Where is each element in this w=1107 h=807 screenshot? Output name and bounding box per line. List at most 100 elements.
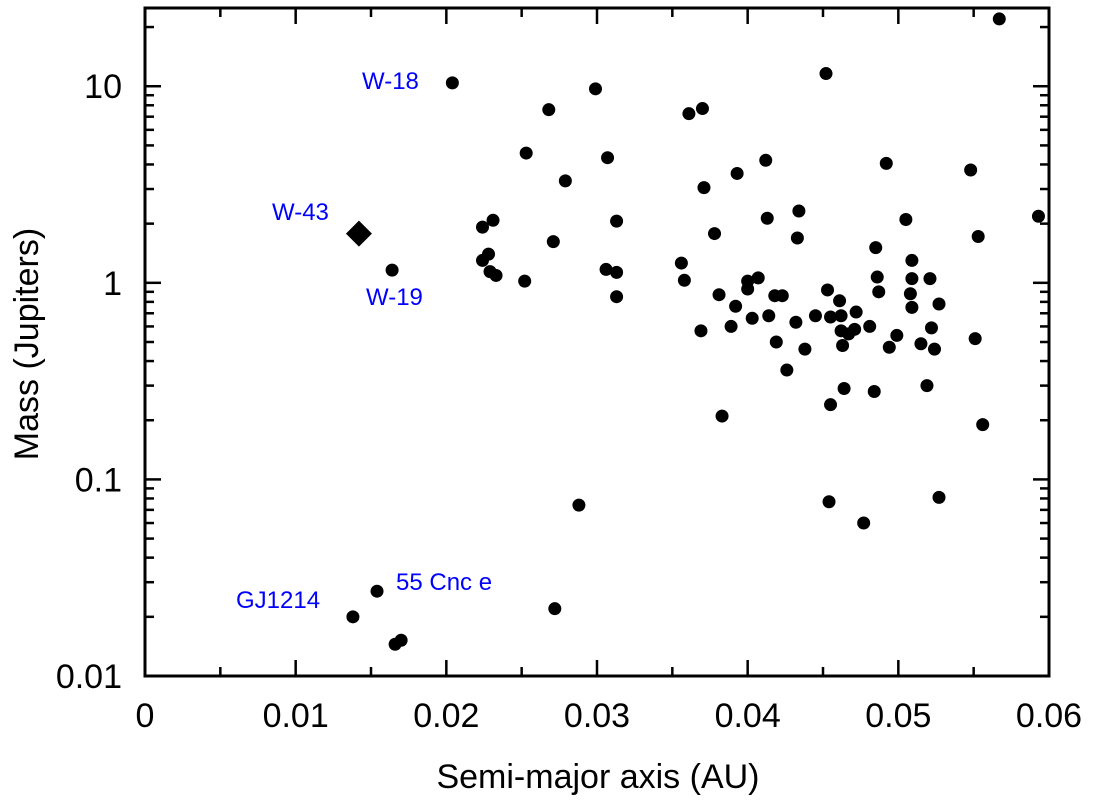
data-point: [715, 409, 729, 423]
data-point: [762, 309, 776, 323]
y-tick-label: 1: [103, 265, 122, 303]
data-point: [869, 241, 883, 255]
data-point: [741, 282, 755, 296]
data-point: [824, 310, 838, 324]
data-point: [905, 300, 919, 314]
data-point: [867, 385, 881, 399]
data-point: [780, 363, 794, 377]
data-point: [890, 328, 904, 342]
data-point: [486, 213, 500, 227]
data-point: [601, 151, 615, 165]
x-tick-label: 0.05: [865, 697, 931, 735]
y-axis-title: Mass (Jupiters): [8, 228, 46, 460]
y-tick-label: 10: [84, 68, 122, 106]
data-point: [588, 82, 602, 96]
data-point: [546, 235, 560, 249]
data-point: [837, 382, 851, 396]
data-point: [872, 285, 886, 299]
data-point: [370, 584, 384, 598]
data-point: [548, 602, 562, 616]
data-point: [833, 294, 847, 308]
data-point: [769, 335, 783, 349]
data-point: [599, 262, 613, 276]
data-point: [914, 337, 928, 351]
data-point: [682, 107, 696, 121]
data-point: [971, 230, 985, 244]
data-point: [542, 103, 556, 117]
data-point: [558, 174, 572, 188]
data-point: [775, 289, 789, 303]
data-point: [712, 288, 726, 302]
y-tick-labels: 0.01 0.1 1 10: [56, 68, 122, 696]
data-point: [751, 271, 765, 285]
data-point: [857, 516, 871, 530]
annotations: W-18 W-43 W-19 55 Cnc e GJ1214: [236, 68, 492, 614]
data-point: [385, 263, 399, 277]
x-tick-label: 0.04: [715, 697, 781, 735]
y-tick-label: 0.01: [56, 658, 122, 696]
y-tick-label: 0.1: [75, 461, 122, 499]
x-tick-label: 0.06: [1016, 697, 1082, 735]
data-point: [695, 102, 709, 116]
data-point: [905, 272, 919, 286]
data-point: [792, 204, 806, 218]
data-point: [346, 610, 360, 624]
data-point: [882, 340, 896, 354]
data-point: [694, 324, 708, 338]
x-tick-label: 0.01: [263, 697, 329, 735]
annotation-w18: W-18: [362, 68, 419, 95]
data-point: [482, 247, 496, 261]
data-point: [730, 166, 744, 180]
axis-ticks: [145, 8, 1049, 676]
data-point: [927, 342, 941, 356]
data-point: [920, 379, 934, 393]
data-point: [822, 495, 836, 509]
data-point: [849, 305, 863, 319]
data-point: [819, 67, 833, 81]
data-point: [964, 163, 978, 177]
data-point: [824, 398, 838, 412]
x-tick-labels: 0 0.01 0.02 0.03 0.04 0.05 0.06: [136, 697, 1083, 735]
data-point: [870, 270, 884, 284]
data-point: [789, 315, 803, 329]
data-point: [489, 268, 503, 282]
data-point: [518, 274, 532, 288]
plot-frame: [143, 6, 1051, 678]
data-point: [760, 211, 774, 225]
data-point: [899, 212, 913, 226]
data-point: [848, 322, 862, 336]
data-point: [923, 272, 937, 286]
data-point: [445, 76, 459, 90]
data-points: [345, 12, 1045, 651]
data-point: [610, 265, 624, 279]
data-point: [674, 256, 688, 270]
data-point: [808, 309, 822, 323]
data-point: [968, 332, 982, 346]
annotation-w19: W-19: [366, 284, 423, 311]
annotation-55cnce: 55 Cnc e: [396, 569, 492, 596]
data-point: [924, 321, 938, 335]
data-point: [863, 319, 877, 333]
data-point: [572, 498, 586, 512]
data-point: [610, 214, 624, 228]
x-tick-label: 0.02: [413, 697, 479, 735]
data-point: [879, 156, 893, 170]
data-point: [790, 231, 804, 245]
data-point: [798, 342, 812, 356]
data-point: [759, 153, 773, 167]
data-point: [905, 253, 919, 267]
data-point: [932, 490, 946, 504]
data-point-diamond: [345, 220, 372, 247]
data-point: [729, 299, 743, 313]
data-point: [708, 227, 722, 241]
data-point: [903, 287, 917, 301]
data-point: [932, 297, 946, 311]
data-point: [394, 633, 408, 647]
data-point: [976, 418, 990, 432]
data-point: [677, 273, 691, 287]
x-tick-label: 0: [136, 697, 155, 735]
data-point: [724, 319, 738, 333]
annotation-gj1214: GJ1214: [236, 587, 320, 614]
data-point: [697, 181, 711, 195]
data-point: [745, 311, 759, 325]
